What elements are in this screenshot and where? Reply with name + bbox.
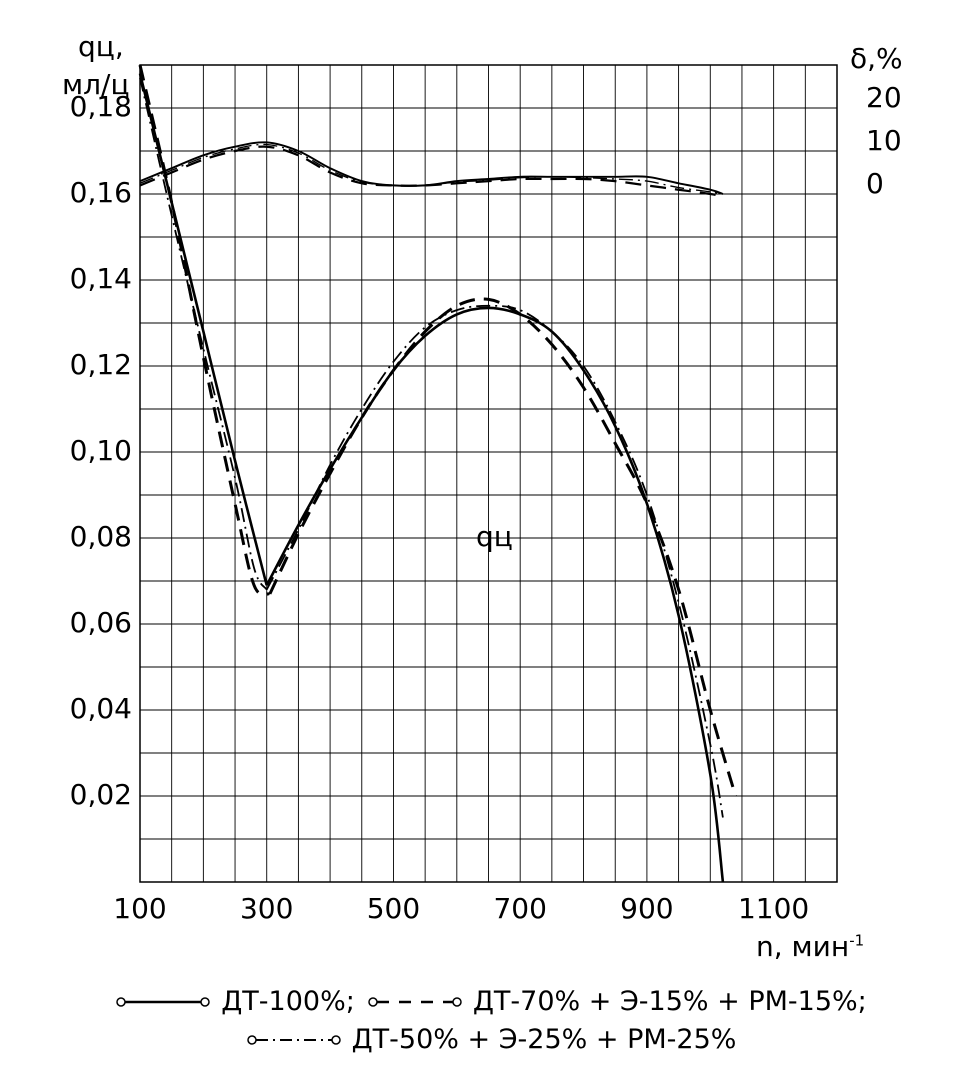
x-tick-label: 700	[493, 892, 547, 925]
delta-series-line-solid	[139, 141, 724, 195]
delta-series-line-dashdot	[139, 143, 724, 195]
delta-series-group	[139, 141, 724, 198]
y-tick-label: 0,08	[69, 520, 132, 553]
x-axis-label: n, мин-1	[756, 930, 864, 963]
y-tick-label: 0,18	[69, 90, 132, 123]
curve-annotation: qц	[476, 520, 513, 553]
legend-label-dashdot: ДТ-50% + Э-25% + РМ-25%	[351, 1024, 737, 1055]
q-series-line-dashdot	[139, 77, 724, 818]
y-tick-label: 0,16	[69, 176, 132, 209]
y-tick-label: 0,10	[69, 434, 132, 467]
x-tick-label: 500	[366, 892, 421, 925]
y-axis-unit-text: мл/ц	[62, 68, 130, 101]
legend-item-dashdot: ДТ-50% + Э-25% + РМ-25%	[244, 1024, 737, 1055]
x-axis-label-text: n, мин	[756, 930, 850, 963]
legend-row-1: ДТ-100%; ДТ-70% + Э-15% + РМ-15%;	[0, 986, 980, 1017]
x-tick-label: 900	[620, 892, 674, 925]
curve-annotation-text: qц	[476, 520, 513, 553]
legend-item-solid: ДТ-100%;	[113, 986, 355, 1017]
y2-tick-label: 0	[866, 167, 884, 201]
y-axis-label-text: qц,	[78, 30, 124, 63]
legend-label-solid: ДТ-100%;	[221, 986, 355, 1017]
y2-tick-label: 10	[866, 124, 902, 158]
legend-line-dashed-icon	[368, 996, 462, 1007]
y2-axis-label-text: δ,%	[850, 42, 903, 75]
legend-line-solid-icon	[116, 996, 210, 1007]
x-axis-label-sup: -1	[849, 931, 865, 950]
x-tick-label: 100	[113, 892, 167, 925]
q-series-group	[138, 64, 738, 883]
y-tick-label: 0,04	[69, 692, 132, 725]
q-series-line-solid	[138, 73, 725, 883]
y-tick-label: 0,02	[69, 778, 132, 811]
grid	[140, 65, 837, 882]
y-axis-label: qц,	[78, 30, 124, 63]
x-tick-label: 1100	[737, 892, 810, 925]
y-axis-unit: мл/ц	[62, 68, 130, 101]
legend-line-dashdot-icon	[246, 1034, 341, 1045]
legend-row-2: ДТ-50% + Э-25% + РМ-25%	[0, 1024, 980, 1055]
plot-frame	[139, 64, 838, 883]
x-tick-label: 300	[239, 892, 294, 925]
y2-tick-label: 20	[866, 81, 902, 115]
delta-series-line-dashed	[139, 145, 724, 198]
y-tick-label: 0,14	[69, 262, 132, 295]
legend-label-dashed: ДТ-70% + Э-15% + РМ-15%;	[472, 986, 867, 1017]
legend-item-dashed: ДТ-70% + Э-15% + РМ-15%;	[365, 986, 867, 1017]
y-tick-label: 0,06	[69, 606, 132, 639]
y-tick-label: 0,12	[69, 348, 132, 381]
y2-axis-label: δ,%	[850, 42, 903, 75]
q-series-line-dashed	[138, 64, 738, 797]
